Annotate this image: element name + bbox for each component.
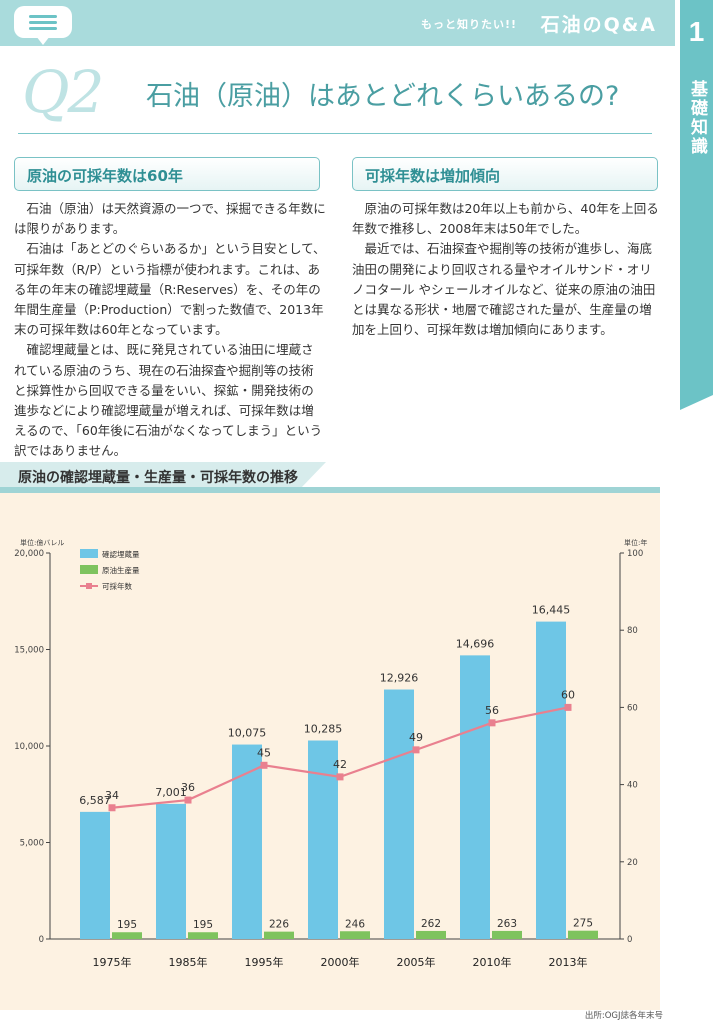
left-tick-label: 20,000 (14, 549, 44, 559)
left-tick-label: 0 (39, 935, 44, 945)
production-value-label: 226 (269, 919, 289, 931)
reserve-years-label: 56 (485, 704, 499, 717)
left-paragraph-2: 石油は「あとどのぐらいあるか」という目安として、可採年数（R/P）という指標が使… (14, 241, 326, 338)
chart-panel: 0 5,000 10,000 15,000 20,000 0 20 40 60 80 100 単位:億… (0, 493, 660, 1010)
production-bar (112, 932, 142, 939)
reserves-value-label: 12,926 (380, 672, 419, 685)
x-tick-label: 2005年 (397, 955, 436, 969)
legend-marker-years (86, 583, 92, 589)
right-tick-label: 100 (627, 549, 643, 559)
right-tick-label: 40 (627, 781, 638, 791)
reserve-years-point (412, 746, 420, 754)
right-section-body: 原油の可採年数は20年以上も前から、40年を上回る年数で推移し、2008年末は5… (352, 199, 664, 340)
chapter-number: 1 (688, 16, 705, 47)
production-bar (188, 932, 218, 939)
reserves-value-label: 10,075 (228, 727, 267, 740)
menu-chat-icon[interactable] (14, 6, 72, 45)
chart-heading-rule (0, 487, 660, 493)
production-value-label: 262 (421, 918, 441, 930)
production-bar (568, 930, 598, 939)
left-tick-label: 10,000 (14, 742, 44, 752)
left-axis-unit: 単位:億バレル (20, 538, 64, 547)
production-bar (416, 930, 446, 939)
x-tick-label: 2000年 (321, 955, 360, 969)
x-tick-label: 1975年 (93, 955, 132, 969)
reserve-years-point (488, 719, 496, 727)
left-paragraph-1: 石油（原油）は天然資源の一つで、採掘できる年数には限りがあります。 (14, 201, 326, 237)
reserves-bar (384, 689, 414, 939)
reserve-years-label: 36 (181, 781, 195, 794)
reserve-years-label: 34 (105, 789, 119, 802)
production-value-label: 246 (345, 918, 365, 930)
side-tab-arrow (680, 360, 713, 410)
header-tagline: もっと知りたい!! (420, 18, 517, 31)
reserves-bar (460, 655, 490, 939)
chapter-label: 基礎知識 (687, 80, 707, 156)
source-note: 出所:OGJ誌各年末号 (584, 1011, 663, 1021)
reserve-years-point (564, 703, 572, 711)
production-value-label: 275 (573, 918, 593, 930)
reserve-years-label: 60 (561, 688, 575, 701)
left-tick-label: 5,000 (20, 839, 44, 849)
reserves-value-label: 16,445 (532, 604, 571, 617)
left-section-body: 石油（原油）は天然資源の一つで、採掘できる年数には限りがあります。 石油は「あと… (14, 199, 326, 462)
reserve-years-label: 45 (257, 746, 271, 759)
reserves-bar (156, 803, 186, 939)
reserve-years-point (184, 796, 192, 804)
reserves-chart: 0 5,000 10,000 15,000 20,000 0 20 40 60 80 100 単位:億… (14, 538, 647, 969)
legend-label-years: 可採年数 (102, 581, 132, 591)
reserve-years-point (108, 804, 116, 812)
header-bar: もっと知りたい!! 石油のQ&A (0, 0, 675, 46)
reserves-bar (80, 811, 110, 939)
question-title: 石油（原油）はあとどれくらいあるの? (146, 81, 620, 112)
reserve-years-label: 49 (409, 731, 423, 744)
reserves-value-label: 7,001 (155, 786, 187, 799)
legend-label-production: 原油生産量 (102, 565, 140, 575)
x-tick-label: 2010年 (473, 955, 512, 969)
reserve-years-point (336, 773, 344, 781)
production-bar (492, 930, 522, 939)
production-bar (264, 931, 294, 939)
production-value-label: 195 (117, 919, 137, 931)
right-paragraph-2: 最近では、石油探査や掘削等の技術が進歩し、海底油田の開発により回収される量やオイ… (352, 241, 656, 338)
right-section-heading: 可採年数は増加傾向 (352, 157, 658, 191)
right-tick-label: 0 (627, 935, 632, 945)
legend-label-reserves: 確認埋蔵量 (102, 549, 140, 559)
reserves-value-label: 10,285 (304, 722, 343, 735)
left-section-heading: 原油の可採年数は60年 (14, 157, 320, 191)
right-section-heading-text: 可採年数は増加傾向 (365, 167, 501, 185)
reserves-bar (536, 621, 566, 939)
reserve-years-point (260, 761, 268, 769)
right-tick-label: 60 (627, 703, 638, 713)
reserve-years-label: 42 (333, 758, 347, 771)
production-value-label: 195 (193, 919, 213, 931)
right-tick-label: 80 (627, 626, 638, 636)
reserves-value-label: 14,696 (456, 637, 495, 650)
right-tick-label: 20 (627, 858, 638, 868)
production-bar (340, 931, 370, 939)
production-value-label: 263 (497, 918, 517, 930)
left-tick-label: 15,000 (14, 646, 44, 656)
right-axis-unit: 単位:年 (624, 538, 647, 547)
legend-swatch-production (80, 565, 98, 574)
left-section-heading-text: 原油の可採年数は60年 (27, 167, 183, 185)
header-section-title: 石油のQ&A (540, 14, 657, 36)
right-paragraph-1: 原油の可採年数は20年以上も前から、40年を上回る年数で推移し、2008年末は5… (352, 201, 659, 237)
x-tick-label: 1985年 (169, 955, 208, 969)
title-divider (18, 133, 652, 134)
x-tick-label: 2013年 (549, 955, 588, 969)
chart-heading-bar: 原油の確認埋蔵量・生産量・可採年数の推移 (0, 462, 660, 492)
chapter-side-tab[interactable]: 1 基礎知識 (680, 0, 713, 395)
chart-heading: 原油の確認埋蔵量・生産量・可採年数の推移 (18, 470, 298, 486)
legend-swatch-reserves (80, 549, 98, 558)
x-tick-label: 1995年 (245, 955, 284, 969)
reserves-value-label: 6,587 (79, 794, 111, 807)
question-number: Q2 (22, 58, 104, 126)
left-paragraph-3: 確認埋蔵量とは、既に発見されている油田に埋蔵されている原油のうち、現在の石油探査… (14, 342, 323, 459)
